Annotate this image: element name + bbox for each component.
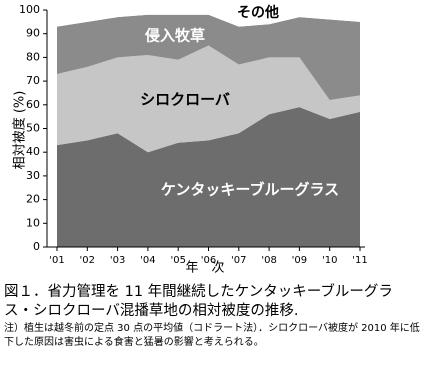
x-tick-label: '05 <box>170 255 185 266</box>
caption-title: 図１．省力管理を 11 年間継続したケンタッキーブルーグラス・シロクローバ混播草… <box>4 284 393 319</box>
y-tick-label: 20 <box>26 193 40 206</box>
x-tick-label: '10 <box>322 255 337 266</box>
y-tick-label: 0 <box>33 240 40 253</box>
y-tick-label: 30 <box>26 169 40 182</box>
y-tick-label: 10 <box>26 216 40 229</box>
x-tick-label: '09 <box>292 255 307 266</box>
x-tick-label: '08 <box>261 255 276 266</box>
series-label: 侵入牧草 <box>144 27 205 45</box>
y-tick-label: 70 <box>26 74 40 87</box>
series-label: ケンタッキーブルーグラス <box>161 181 339 199</box>
x-tick-label: '03 <box>110 255 125 266</box>
area <box>57 45 360 153</box>
x-tick-label: '07 <box>231 255 246 266</box>
y-tick-label: 100 <box>19 3 40 16</box>
chart: 相対被度 (%) 年 次 ケンタッキーブルーグラス シロクローバ 侵入牧草 その他 0 1… <box>12 3 368 276</box>
x-axis-label: 年 次 <box>185 260 224 276</box>
series-label: その他 <box>237 4 279 21</box>
area <box>57 10 360 27</box>
y-tick-label: 80 <box>26 50 40 63</box>
x-tick-label: '02 <box>80 255 95 266</box>
x-tick-label: '04 <box>140 255 155 266</box>
area <box>57 107 360 247</box>
x-tick-label: '11 <box>352 255 367 266</box>
y-tick-label: 90 <box>26 27 40 40</box>
series-label: シロクローバ <box>140 91 230 109</box>
caption-note: 注）植生は越冬前の定点 30 点の平均値（コドラート法）．シロクローバ被度が 2… <box>4 323 420 348</box>
x-tick-label: '01 <box>49 255 64 266</box>
y-axis-label: 相対被度 (%) <box>12 91 28 170</box>
y-tick-label: 50 <box>26 122 40 135</box>
y-tick-label: 40 <box>26 145 40 158</box>
area <box>57 14 360 101</box>
y-tick-label: 60 <box>26 98 40 111</box>
x-tick-label: '06 <box>201 255 216 266</box>
